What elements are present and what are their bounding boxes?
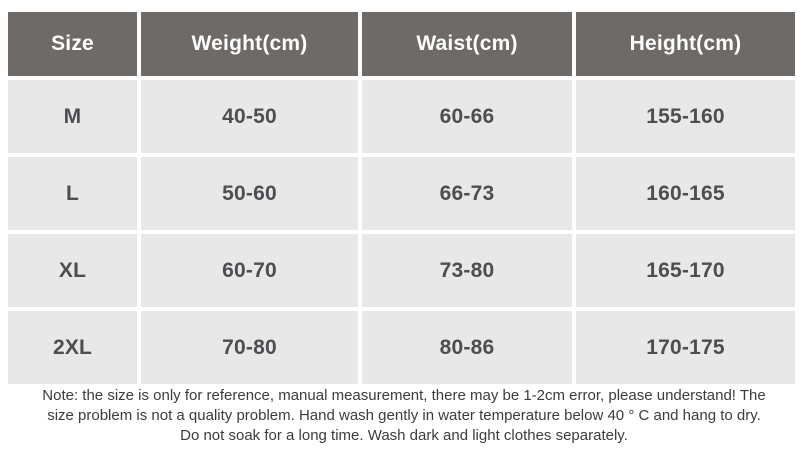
table-cell-weight: 70-80 bbox=[141, 311, 358, 384]
table-cell-height: 160-165 bbox=[576, 157, 795, 230]
column-header-waist: Waist(cm) bbox=[362, 12, 572, 76]
table-cell-weight: 40-50 bbox=[141, 80, 358, 153]
table-cell-size: M bbox=[8, 80, 137, 153]
table-cell-waist: 66-73 bbox=[362, 157, 572, 230]
size-chart-table: Size Weight(cm) Waist(cm) Height(cm) M 4… bbox=[8, 12, 795, 384]
table-cell-height: 155-160 bbox=[576, 80, 795, 153]
table-cell-waist: 73-80 bbox=[362, 234, 572, 307]
table-cell-size: 2XL bbox=[8, 311, 137, 384]
table-cell-height: 170-175 bbox=[576, 311, 795, 384]
table-cell-size: L bbox=[8, 157, 137, 230]
table-cell-weight: 50-60 bbox=[141, 157, 358, 230]
column-header-size: Size bbox=[8, 12, 137, 76]
size-note-line: Do not soak for a long time. Wash dark a… bbox=[180, 427, 628, 444]
size-note-line: size problem is not a quality problem. H… bbox=[47, 407, 761, 424]
size-note: Note: the size is only for reference, ma… bbox=[0, 386, 808, 446]
table-cell-weight: 60-70 bbox=[141, 234, 358, 307]
table-cell-waist: 60-66 bbox=[362, 80, 572, 153]
column-header-weight: Weight(cm) bbox=[141, 12, 358, 76]
table-cell-size: XL bbox=[8, 234, 137, 307]
column-header-height: Height(cm) bbox=[576, 12, 795, 76]
table-cell-height: 165-170 bbox=[576, 234, 795, 307]
table-cell-waist: 80-86 bbox=[362, 311, 572, 384]
size-note-line: Note: the size is only for reference, ma… bbox=[42, 387, 766, 404]
